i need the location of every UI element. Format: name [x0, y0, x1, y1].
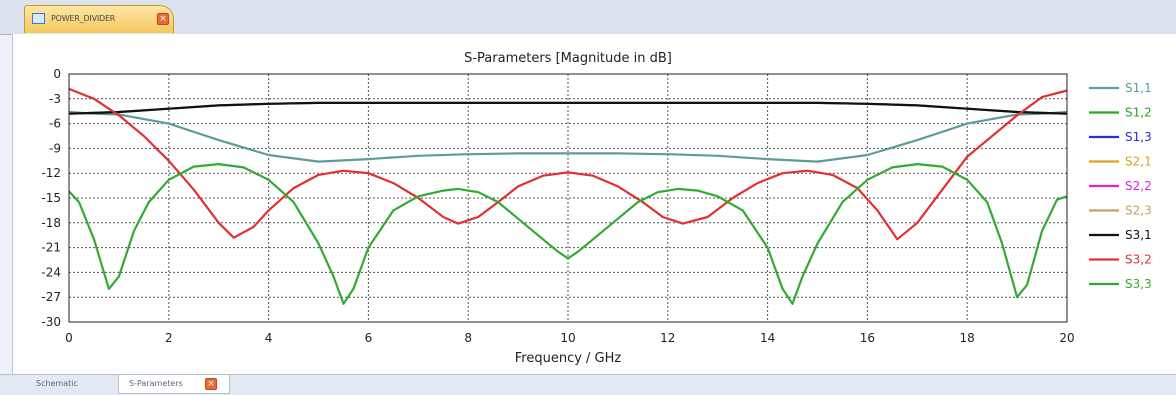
legend-label-s1-1: S1,1 [1125, 81, 1152, 95]
tab-power-divider[interactable]: POWER_DIVIDER × [24, 5, 174, 33]
chart-title: S-Parameters [Magnitude in dB] [464, 51, 672, 66]
tab-s-parameters-label: S-Parameters [129, 379, 183, 388]
close-sheet-button[interactable]: × [205, 378, 217, 390]
s-parameter-chart: S-Parameters [Magnitude in dB] 0 2 4 6 8 10 12 1… [41, 51, 1152, 366]
x-tick-label: 6 [365, 331, 373, 345]
schematic-icon [32, 13, 45, 24]
series-line-s3-2 [68, 87, 1068, 241]
y-tick-label: -6 [49, 117, 61, 131]
document-tab-strip: POWER_DIVIDER × [0, 0, 1176, 35]
close-tab-button[interactable]: × [157, 13, 169, 25]
x-tick-label: 8 [464, 331, 472, 345]
series-line-s3-1 [68, 101, 1068, 115]
plot-frame [68, 73, 1068, 323]
y-tick-label: -12 [41, 166, 61, 180]
legend-label-s2-1: S2,1 [1125, 155, 1152, 169]
x-tick-label: 2 [165, 331, 173, 345]
legend-label-s3-2: S3,2 [1125, 253, 1152, 267]
plot-panel: S-Parameters [Magnitude in dB] 0 2 4 6 8 10 12 1… [12, 34, 1176, 374]
y-tick-label: -21 [41, 241, 61, 255]
legend-label-s2-3: S2,3 [1125, 204, 1152, 218]
y-tick-label: -3 [49, 92, 61, 106]
x-tick-label: 20 [1059, 331, 1074, 345]
y-tick-label: 0 [53, 67, 61, 81]
y-tick-label: -30 [41, 315, 61, 329]
tab-label: POWER_DIVIDER [51, 14, 116, 23]
series-line-s3-3 [68, 163, 1068, 305]
y-tick-label: -24 [41, 265, 61, 279]
tab-schematic[interactable]: Schematic [24, 375, 88, 394]
y-tick-label: -27 [41, 290, 61, 304]
legend-label-s3-1: S3,1 [1125, 228, 1152, 242]
y-tick-label: -9 [49, 141, 61, 155]
x-tick-label: 10 [560, 331, 575, 345]
x-tick-label: 16 [860, 331, 875, 345]
x-tick-label: 0 [65, 331, 73, 345]
legend-label-s2-2: S2,2 [1125, 179, 1152, 193]
y-tick-label: -15 [41, 191, 61, 205]
sheet-tab-strip: Schematic S-Parameters × [0, 374, 1176, 395]
x-tick-label: 18 [960, 331, 975, 345]
x-tick-label: 14 [760, 331, 775, 345]
legend-label-s1-2: S1,2 [1125, 106, 1152, 120]
x-tick-label: 4 [265, 331, 273, 345]
y-tick-label: -18 [41, 216, 61, 230]
x-tick-label: 12 [660, 331, 675, 345]
legend-label-s3-3: S3,3 [1125, 277, 1152, 291]
series-line-s1-1 [68, 110, 1068, 163]
tab-s-parameters[interactable]: S-Parameters × [118, 375, 230, 394]
tab-schematic-label: Schematic [36, 379, 78, 388]
x-axis-label: Frequency / GHz [515, 351, 622, 366]
legend-label-s1-3: S1,3 [1125, 130, 1152, 144]
